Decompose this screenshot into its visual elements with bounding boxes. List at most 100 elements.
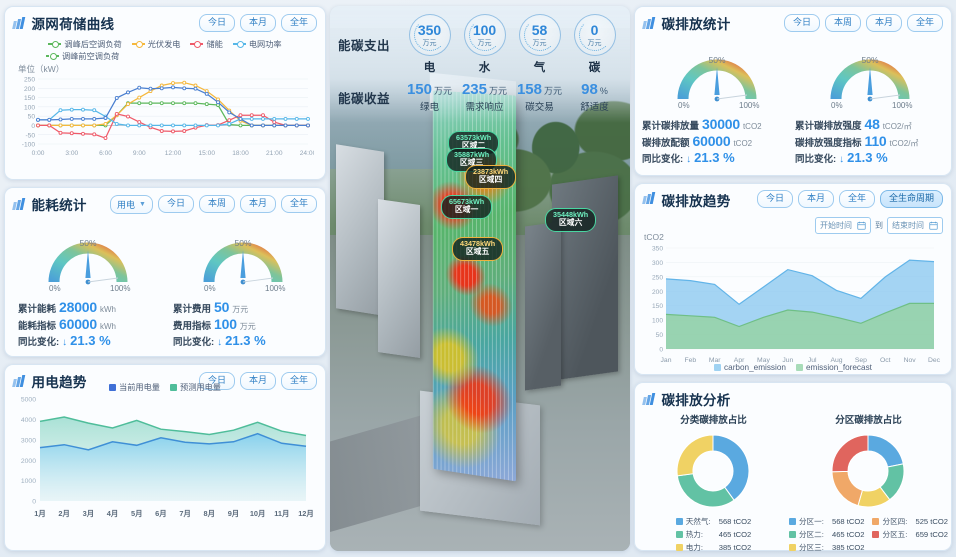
svg-text:Oct: Oct [880,357,891,364]
left-column: 源网荷储曲线 今日 本月 全年 调峰后空调负荷 光伏发电 储能 电网功率 调峰前… [4,6,326,551]
svg-text:Sep: Sep [855,357,867,364]
zone-tag[interactable]: 23873kWh 区域四 [465,165,517,190]
btn-today[interactable]: 今日 [783,14,820,32]
donut-slice[interactable] [712,434,750,501]
start-date-input[interactable]: 开始时间 [815,216,871,234]
donut-by-category: 分类碳排放占比 天然气: 568 tCO2 热力: 465 tCO2 电力: 385 tC… [638,411,789,551]
svg-text:Apr: Apr [734,357,745,364]
svg-text:50: 50 [28,114,36,121]
panel-button-group: 今日 本月 全年 [198,372,317,390]
svg-text:Aug: Aug [830,357,842,364]
metric-unit: 万元 [422,39,437,47]
legend-label: 分区五: [882,530,908,539]
btn-today[interactable]: 今日 [756,190,793,208]
readout-label: 累计费用 [173,304,212,315]
donut-slice[interactable] [867,434,905,468]
zone-name: 区域三 [459,158,484,168]
source-curve-chart: -100 -50 0 50 100 150 200 250 0:00 3:00 6:00 9:00 12… [4,75,326,159]
btn-week[interactable]: 本周 [198,195,235,213]
readout-label: 同比变化: [18,337,60,348]
trend-down-icon: ↓ [839,154,845,165]
btn-year[interactable]: 全年 [906,14,943,32]
calendar-icon [857,221,866,230]
panel-header: 碳排放分析 [634,382,952,411]
btn-month[interactable]: 本月 [797,190,834,208]
chart-unit-label: tCO2 [644,231,664,242]
end-date-input[interactable]: 结束时间 [887,216,943,234]
energy-type-select[interactable]: 用电 ▼ [109,194,153,214]
legend-item: 分区五: 659 tCO2 [872,529,948,540]
btn-month[interactable]: 本月 [239,195,276,213]
btn-today[interactable]: 今日 [157,195,194,213]
donut-slice[interactable] [677,473,736,508]
svg-text:6月: 6月 [155,509,167,518]
btn-year[interactable]: 全年 [280,195,317,213]
svg-text:0%: 0% [678,101,690,110]
btn-lifecycle[interactable]: 全生命周期 [879,190,943,208]
legend-value: 465 tCO2 [831,530,865,539]
btn-year[interactable]: 全年 [838,190,875,208]
btn-year[interactable]: 全年 [280,372,317,390]
metric-value: 98 [581,81,598,98]
donut-slice[interactable] [831,434,869,473]
trend-down-icon: ↓ [62,337,68,348]
readout-value: 110 [864,133,887,149]
donut-slice[interactable] [676,434,714,477]
expense-item: 350 万元电 [402,14,457,75]
zone-value: 35448kWh [553,210,589,219]
btn-today[interactable]: 今日 [198,14,235,32]
legend-label: 分区三: [798,543,824,551]
legend-label: 天然气: [685,517,711,526]
panel-header: 用电趋势 今日 本月 全年 [4,364,326,393]
legend-value: 465 tCO2 [718,530,752,539]
donut-slice[interactable] [831,470,864,507]
svg-text:21:00: 21:00 [266,150,283,157]
date-range-picker: 开始时间 到 结束时间 [815,216,943,234]
panel-bars-icon [12,375,25,387]
svg-text:150: 150 [652,303,663,310]
svg-text:150: 150 [24,95,35,102]
readout-value: 30000 [702,116,740,132]
neighbor-building [378,199,420,358]
expense-row-label: 能碳支出 [338,39,391,53]
btn-month[interactable]: 本月 [239,14,276,32]
btn-month[interactable]: 本月 [865,14,902,32]
svg-text:3月: 3月 [83,509,95,518]
btn-month[interactable]: 本月 [239,372,276,390]
btn-year[interactable]: 全年 [280,14,317,32]
zone-tag[interactable]: 43478kWh 区域五 [452,237,504,262]
readout-unit: tCO2 [733,139,753,148]
svg-text:350: 350 [652,245,663,252]
btn-today[interactable]: 今日 [198,372,235,390]
readout-value: 60000 [692,133,731,149]
gauge-energy-consumption: 50% 0% 100% 累计能耗 28000 kWh 能耗指标 60000 kWh 同比变化… [10,228,165,348]
btn-week[interactable]: 本周 [824,14,861,32]
panel-power-trend: 用电趋势 今日 本月 全年 当前用电量 预测用电量 0 1000 2000 3000 4… [4,364,326,551]
svg-text:0: 0 [31,123,35,130]
svg-text:Nov: Nov [904,357,917,364]
zone-value: 63573kWh [456,133,492,142]
metric-unit: 万元 [477,39,492,47]
svg-text:8月: 8月 [204,509,216,518]
svg-text:300: 300 [652,260,663,267]
revenue-item: 235 万元 需求响应 [457,81,512,113]
legend-value: 568 tCO2 [831,517,865,526]
chart-legend: carbon_emission emission_forecast [634,363,952,372]
svg-text:1月: 1月 [34,509,46,518]
legend-item: 调峰后空调负荷 [48,38,122,50]
expense-item: 58 万元气 [512,14,567,75]
zone-name: 区域四 [478,175,503,185]
legend-item: 预测用电量 [170,381,221,393]
power-trend-chart: 0 1000 2000 3000 4000 5000 1月 2月 3月 4月 5月 6月 7月 8月 9月 1… [4,393,326,521]
readout-value: 48 [864,116,880,132]
svg-text:3000: 3000 [21,437,36,444]
building-heatmap-view[interactable]: 63573kWh 区域二 35887kWh 区域三 23873kWh 区域四 65673kW… [330,6,630,551]
date-range-separator: 到 [875,220,883,230]
legend-swatch [675,518,683,525]
svg-text:0: 0 [659,346,663,353]
metric-unit: 万元 [544,86,563,96]
zone-tag[interactable]: 35448kWh 区域六 [545,208,597,233]
readout-label: 能耗指标 [18,321,57,332]
zone-tag[interactable]: 65673kWh 区域一 [441,195,493,220]
metric-unit: 万元 [532,39,547,47]
